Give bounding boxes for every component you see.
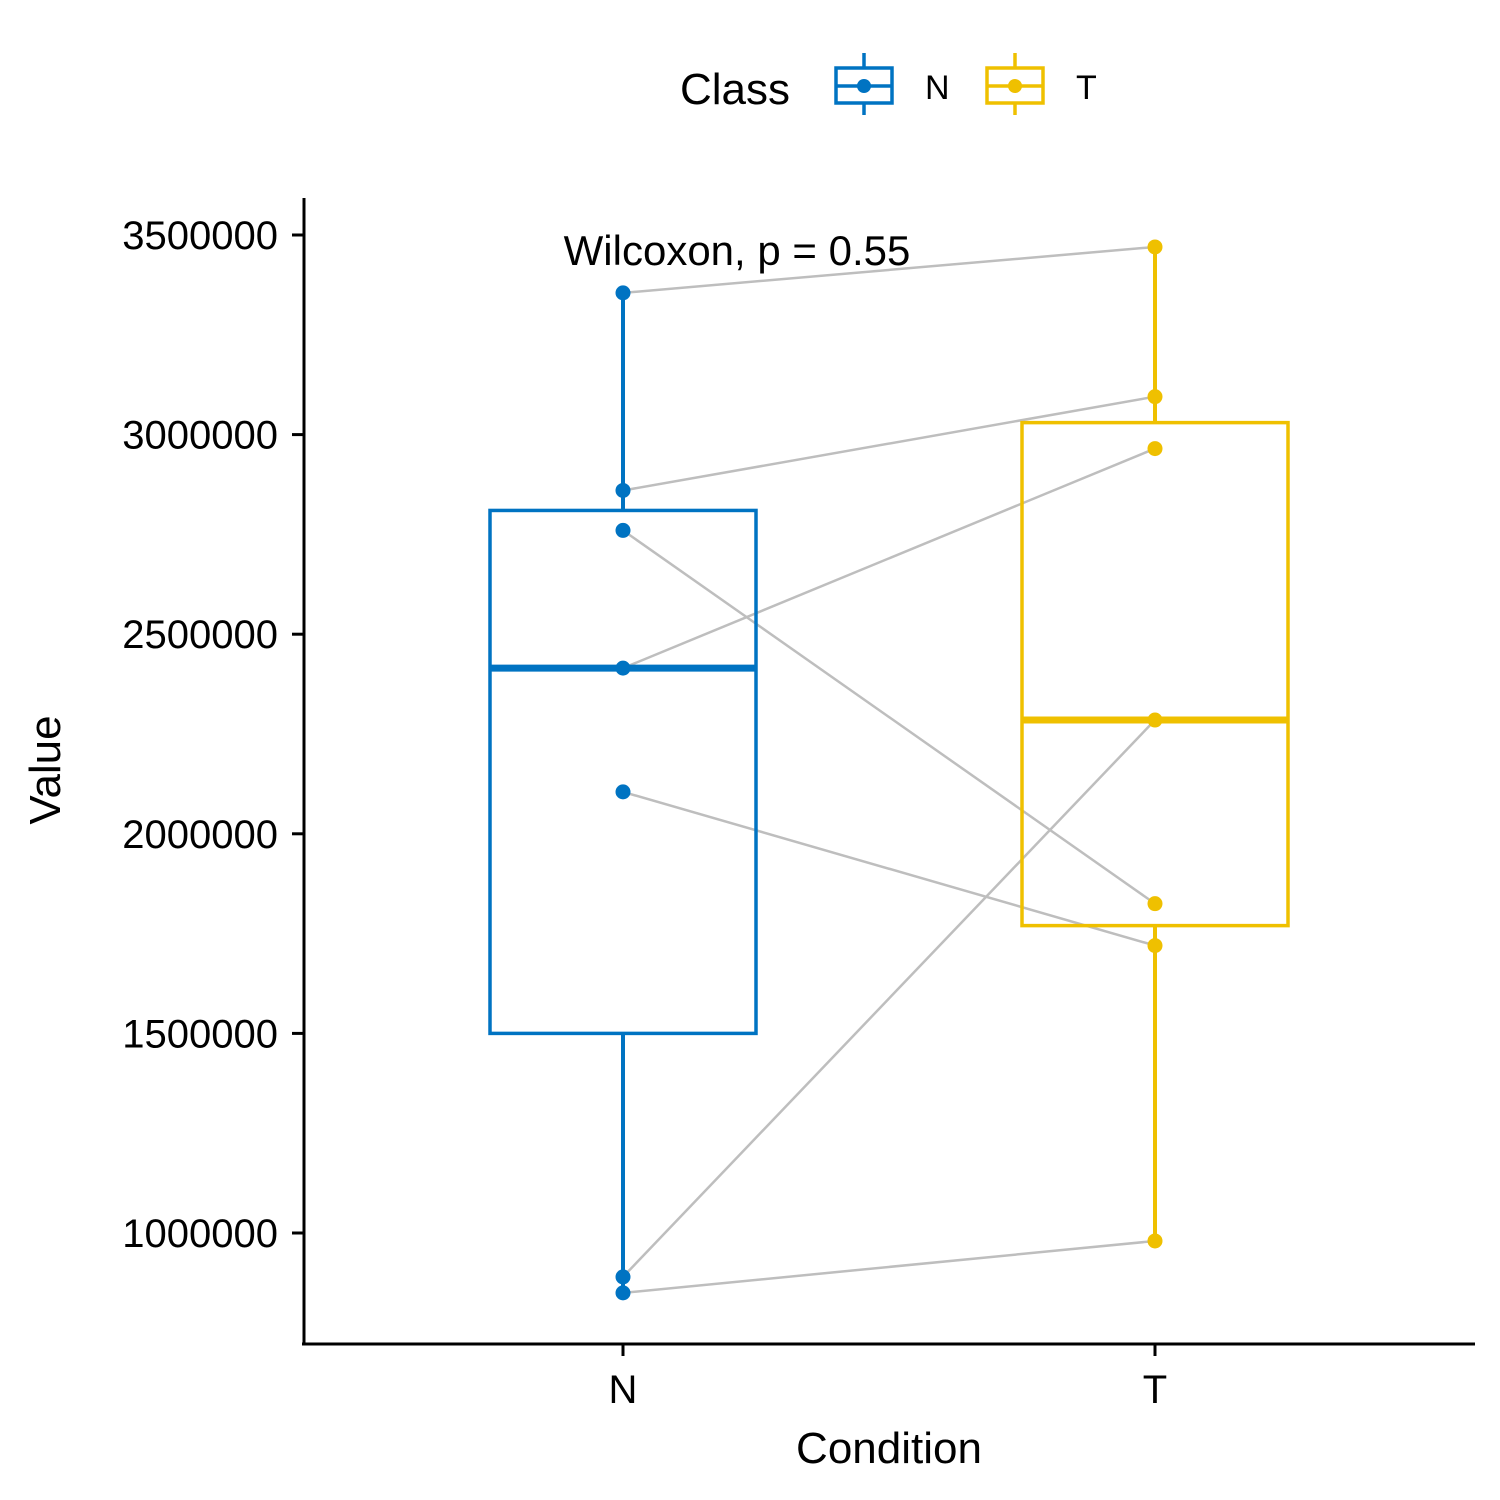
- pair-line: [622, 395, 1156, 492]
- point-N: [615, 784, 631, 800]
- point-T: [1147, 938, 1163, 954]
- y-tick-label: 3000000: [122, 414, 278, 458]
- legend-entry-N: N: [834, 53, 950, 115]
- point-N: [615, 522, 631, 538]
- point-N: [615, 1285, 631, 1301]
- box-N: [488, 292, 758, 1293]
- y-tick-label: 2000000: [122, 813, 278, 857]
- legend-key-point: [857, 79, 871, 93]
- boxes: [488, 246, 1290, 1293]
- point-T: [1147, 441, 1163, 457]
- x-axis-title: Condition: [796, 1424, 982, 1473]
- y-axis-title: Value: [21, 715, 70, 824]
- y-tick-label: 3500000: [122, 214, 278, 258]
- legend-label: T: [1076, 69, 1097, 107]
- y-tick-label: 1500000: [122, 1012, 278, 1056]
- y-tick-label: 1000000: [122, 1212, 278, 1256]
- y-ticks: 1000000 1500000 2000000 2500000 3000000 35000…: [122, 214, 304, 1256]
- pair-line: [622, 529, 1156, 905]
- legend-label: N: [925, 69, 950, 107]
- y-tick-label: 2500000: [122, 613, 278, 657]
- x-tick-label: T: [1143, 1368, 1167, 1412]
- pair-line: [622, 447, 1156, 670]
- pair-line: [622, 790, 1156, 947]
- points: [615, 239, 1163, 1301]
- pair-lines: [622, 245, 1156, 1295]
- legend-entry-T: T: [985, 53, 1097, 115]
- point-T: [1147, 1233, 1163, 1249]
- legend-title: Class: [680, 65, 790, 114]
- box-body: [488, 508, 758, 1036]
- stat-annotation: Wilcoxon, p = 0.55: [564, 227, 911, 274]
- pair-line: [622, 1239, 1156, 1295]
- point-N: [615, 482, 631, 498]
- pair-line: [622, 245, 1156, 295]
- pair-line: [622, 719, 1156, 1278]
- point-T: [1147, 896, 1163, 912]
- point-T: [1147, 712, 1163, 728]
- x-tick-label: N: [609, 1368, 638, 1412]
- box-body: [1020, 420, 1290, 928]
- point-N: [615, 660, 631, 676]
- legend-key-point: [1008, 79, 1022, 93]
- point-N: [615, 285, 631, 301]
- point-T: [1147, 389, 1163, 405]
- point-N: [615, 1269, 631, 1285]
- point-T: [1147, 239, 1163, 255]
